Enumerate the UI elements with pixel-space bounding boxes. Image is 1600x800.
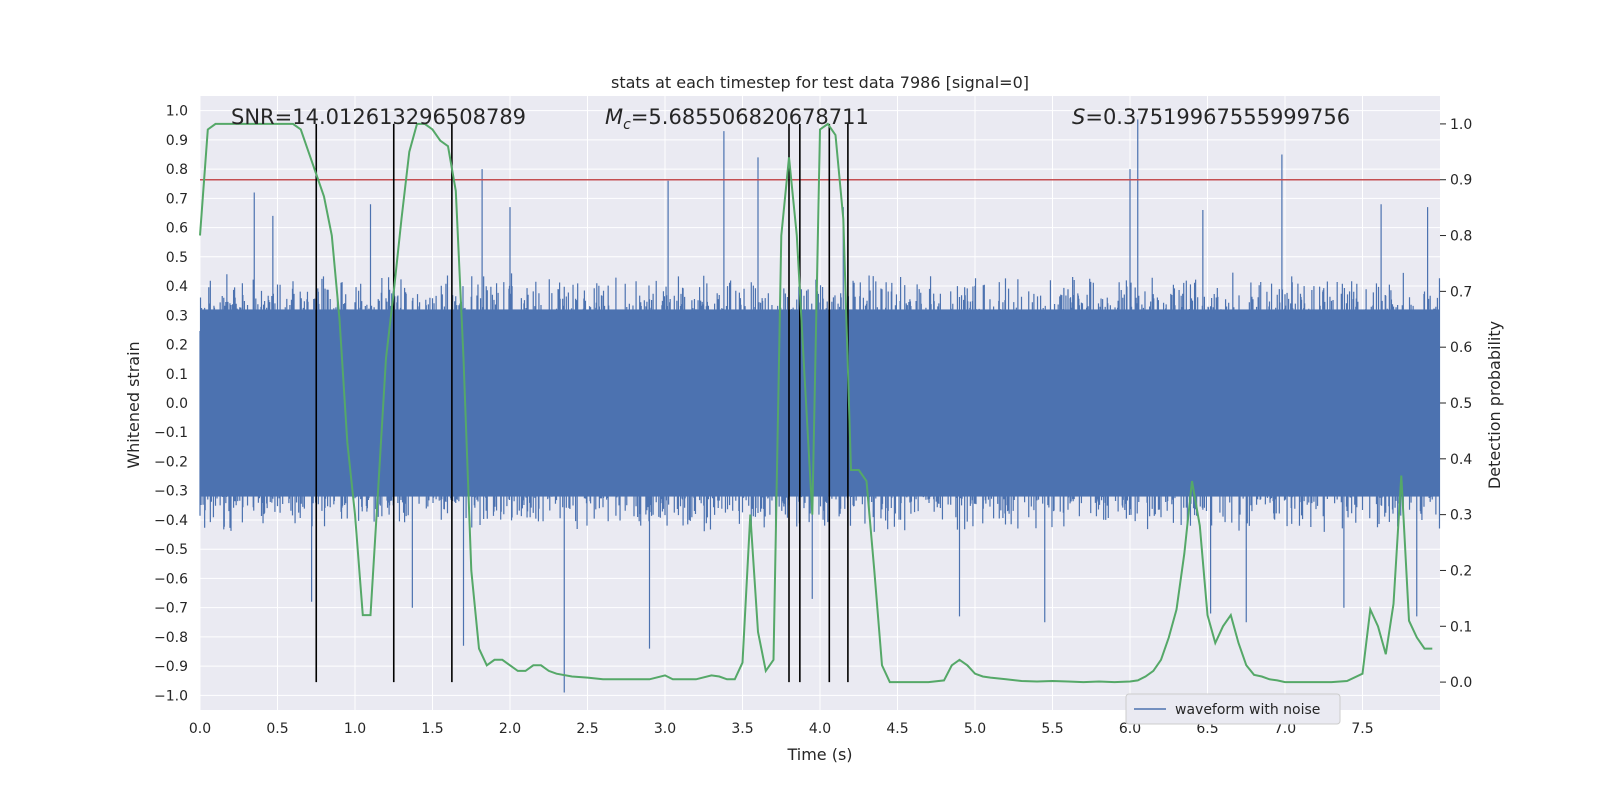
x-tick-label: 6.5 bbox=[1196, 721, 1218, 737]
left-y-tick-label: −0.1 bbox=[154, 425, 188, 441]
event-lines bbox=[315, 123, 849, 683]
mc-symbol: M bbox=[605, 105, 623, 129]
left-y-tick-label: 0.9 bbox=[166, 133, 188, 149]
x-axis-label: Time (s) bbox=[786, 745, 852, 764]
x-axis-ticks: 0.0 0.5 1.0 1.5 2.0 2.5 3.0 3.5 4.0 4.5 5.0 5.5 6.0 6… bbox=[189, 721, 1374, 737]
mc-annotation: Mc=5.685506820678711 bbox=[605, 105, 869, 133]
x-tick-label: 1.5 bbox=[421, 721, 443, 737]
left-y-tick-label: −0.3 bbox=[154, 484, 188, 500]
x-tick-label: 4.5 bbox=[886, 721, 908, 737]
x-tick-label: 6.0 bbox=[1119, 721, 1141, 737]
s-symbol: S bbox=[1072, 105, 1085, 129]
left-y-tick-label: −0.4 bbox=[154, 513, 188, 529]
right-y-tick-label: 0.7 bbox=[1450, 284, 1472, 300]
x-tick-label: 5.5 bbox=[1041, 721, 1063, 737]
left-y-axis-label: Whitened strain bbox=[124, 341, 143, 468]
x-tick-label: 2.5 bbox=[576, 721, 598, 737]
snr-annotation: SNR=14.012613296508789 bbox=[231, 105, 526, 129]
legend: waveform with noise bbox=[1125, 693, 1341, 725]
left-y-axis-ticks: 1.0 0.9 0.8 0.7 0.6 0.5 0.4 0.3 0.2 0.1 0.0 −0.1 −0.… bbox=[154, 104, 188, 705]
x-tick-label: 7.0 bbox=[1274, 721, 1296, 737]
mc-subscript: c bbox=[623, 117, 631, 133]
s-value: =0.37519967555999756 bbox=[1085, 105, 1350, 129]
right-y-tick-label: 0.5 bbox=[1450, 396, 1472, 412]
x-tick-label: 0.0 bbox=[189, 721, 211, 737]
mc-value: =5.685506820678711 bbox=[631, 105, 869, 129]
x-tick-label: 4.0 bbox=[809, 721, 831, 737]
right-y-tick-label: 0.0 bbox=[1450, 675, 1472, 691]
left-y-tick-label: 0.5 bbox=[166, 250, 188, 266]
x-tick-label: 2.0 bbox=[499, 721, 521, 737]
x-tick-label: 7.5 bbox=[1351, 721, 1373, 737]
right-y-tick-label: 0.8 bbox=[1450, 229, 1472, 245]
waveform-series bbox=[199, 119, 1441, 693]
left-y-tick-label: −0.7 bbox=[154, 601, 188, 617]
s-annotation: S=0.37519967555999756 bbox=[1072, 105, 1350, 129]
right-y-tick-label: 0.3 bbox=[1450, 508, 1472, 524]
left-y-tick-label: −0.8 bbox=[154, 630, 188, 646]
right-y-tick-label: 0.4 bbox=[1450, 452, 1472, 468]
left-y-tick-label: 1.0 bbox=[166, 104, 188, 120]
chart-title: stats at each timestep for test data 798… bbox=[611, 73, 1029, 92]
legend-label: waveform with noise bbox=[1175, 702, 1320, 718]
left-y-tick-label: 0.0 bbox=[166, 396, 188, 412]
left-y-tick-label: 0.1 bbox=[166, 367, 188, 383]
right-y-tick-label: 0.1 bbox=[1450, 619, 1472, 635]
right-y-tick-label: 0.9 bbox=[1450, 173, 1472, 189]
right-y-tick-label: 1.0 bbox=[1450, 117, 1472, 133]
x-tick-label: 1.0 bbox=[344, 721, 366, 737]
probability-series bbox=[199, 122, 1433, 684]
left-y-tick-label: −0.9 bbox=[154, 659, 188, 675]
x-tick-label: 3.0 bbox=[654, 721, 676, 737]
left-y-tick-label: 0.8 bbox=[166, 162, 188, 178]
left-y-tick-label: 0.7 bbox=[166, 191, 188, 207]
left-y-tick-label: −0.6 bbox=[154, 571, 188, 587]
right-y-tick-label: 0.2 bbox=[1450, 563, 1472, 579]
left-y-tick-label: 0.4 bbox=[166, 279, 188, 295]
waveform-core-band bbox=[200, 309, 1440, 497]
left-y-tick-label: 0.3 bbox=[166, 308, 188, 324]
left-y-tick-label: 0.2 bbox=[166, 338, 188, 354]
left-y-tick-label: −0.2 bbox=[154, 454, 188, 470]
right-y-tick-label: 0.6 bbox=[1450, 340, 1472, 356]
right-y-axis-ticks: 1.0 0.9 0.8 0.7 0.6 0.5 0.4 0.3 0.2 0.1 0.0 bbox=[1440, 117, 1472, 691]
legend-box bbox=[1125, 693, 1341, 725]
x-tick-label: 0.5 bbox=[266, 721, 288, 737]
right-y-axis-label: Detection probability bbox=[1485, 321, 1504, 489]
x-tick-label: 5.0 bbox=[964, 721, 986, 737]
x-tick-label: 3.5 bbox=[731, 721, 753, 737]
left-y-tick-label: 0.6 bbox=[166, 221, 188, 237]
left-y-tick-label: −0.5 bbox=[154, 542, 188, 558]
probability-line bbox=[199, 122, 1433, 684]
left-y-tick-label: −1.0 bbox=[154, 688, 188, 704]
